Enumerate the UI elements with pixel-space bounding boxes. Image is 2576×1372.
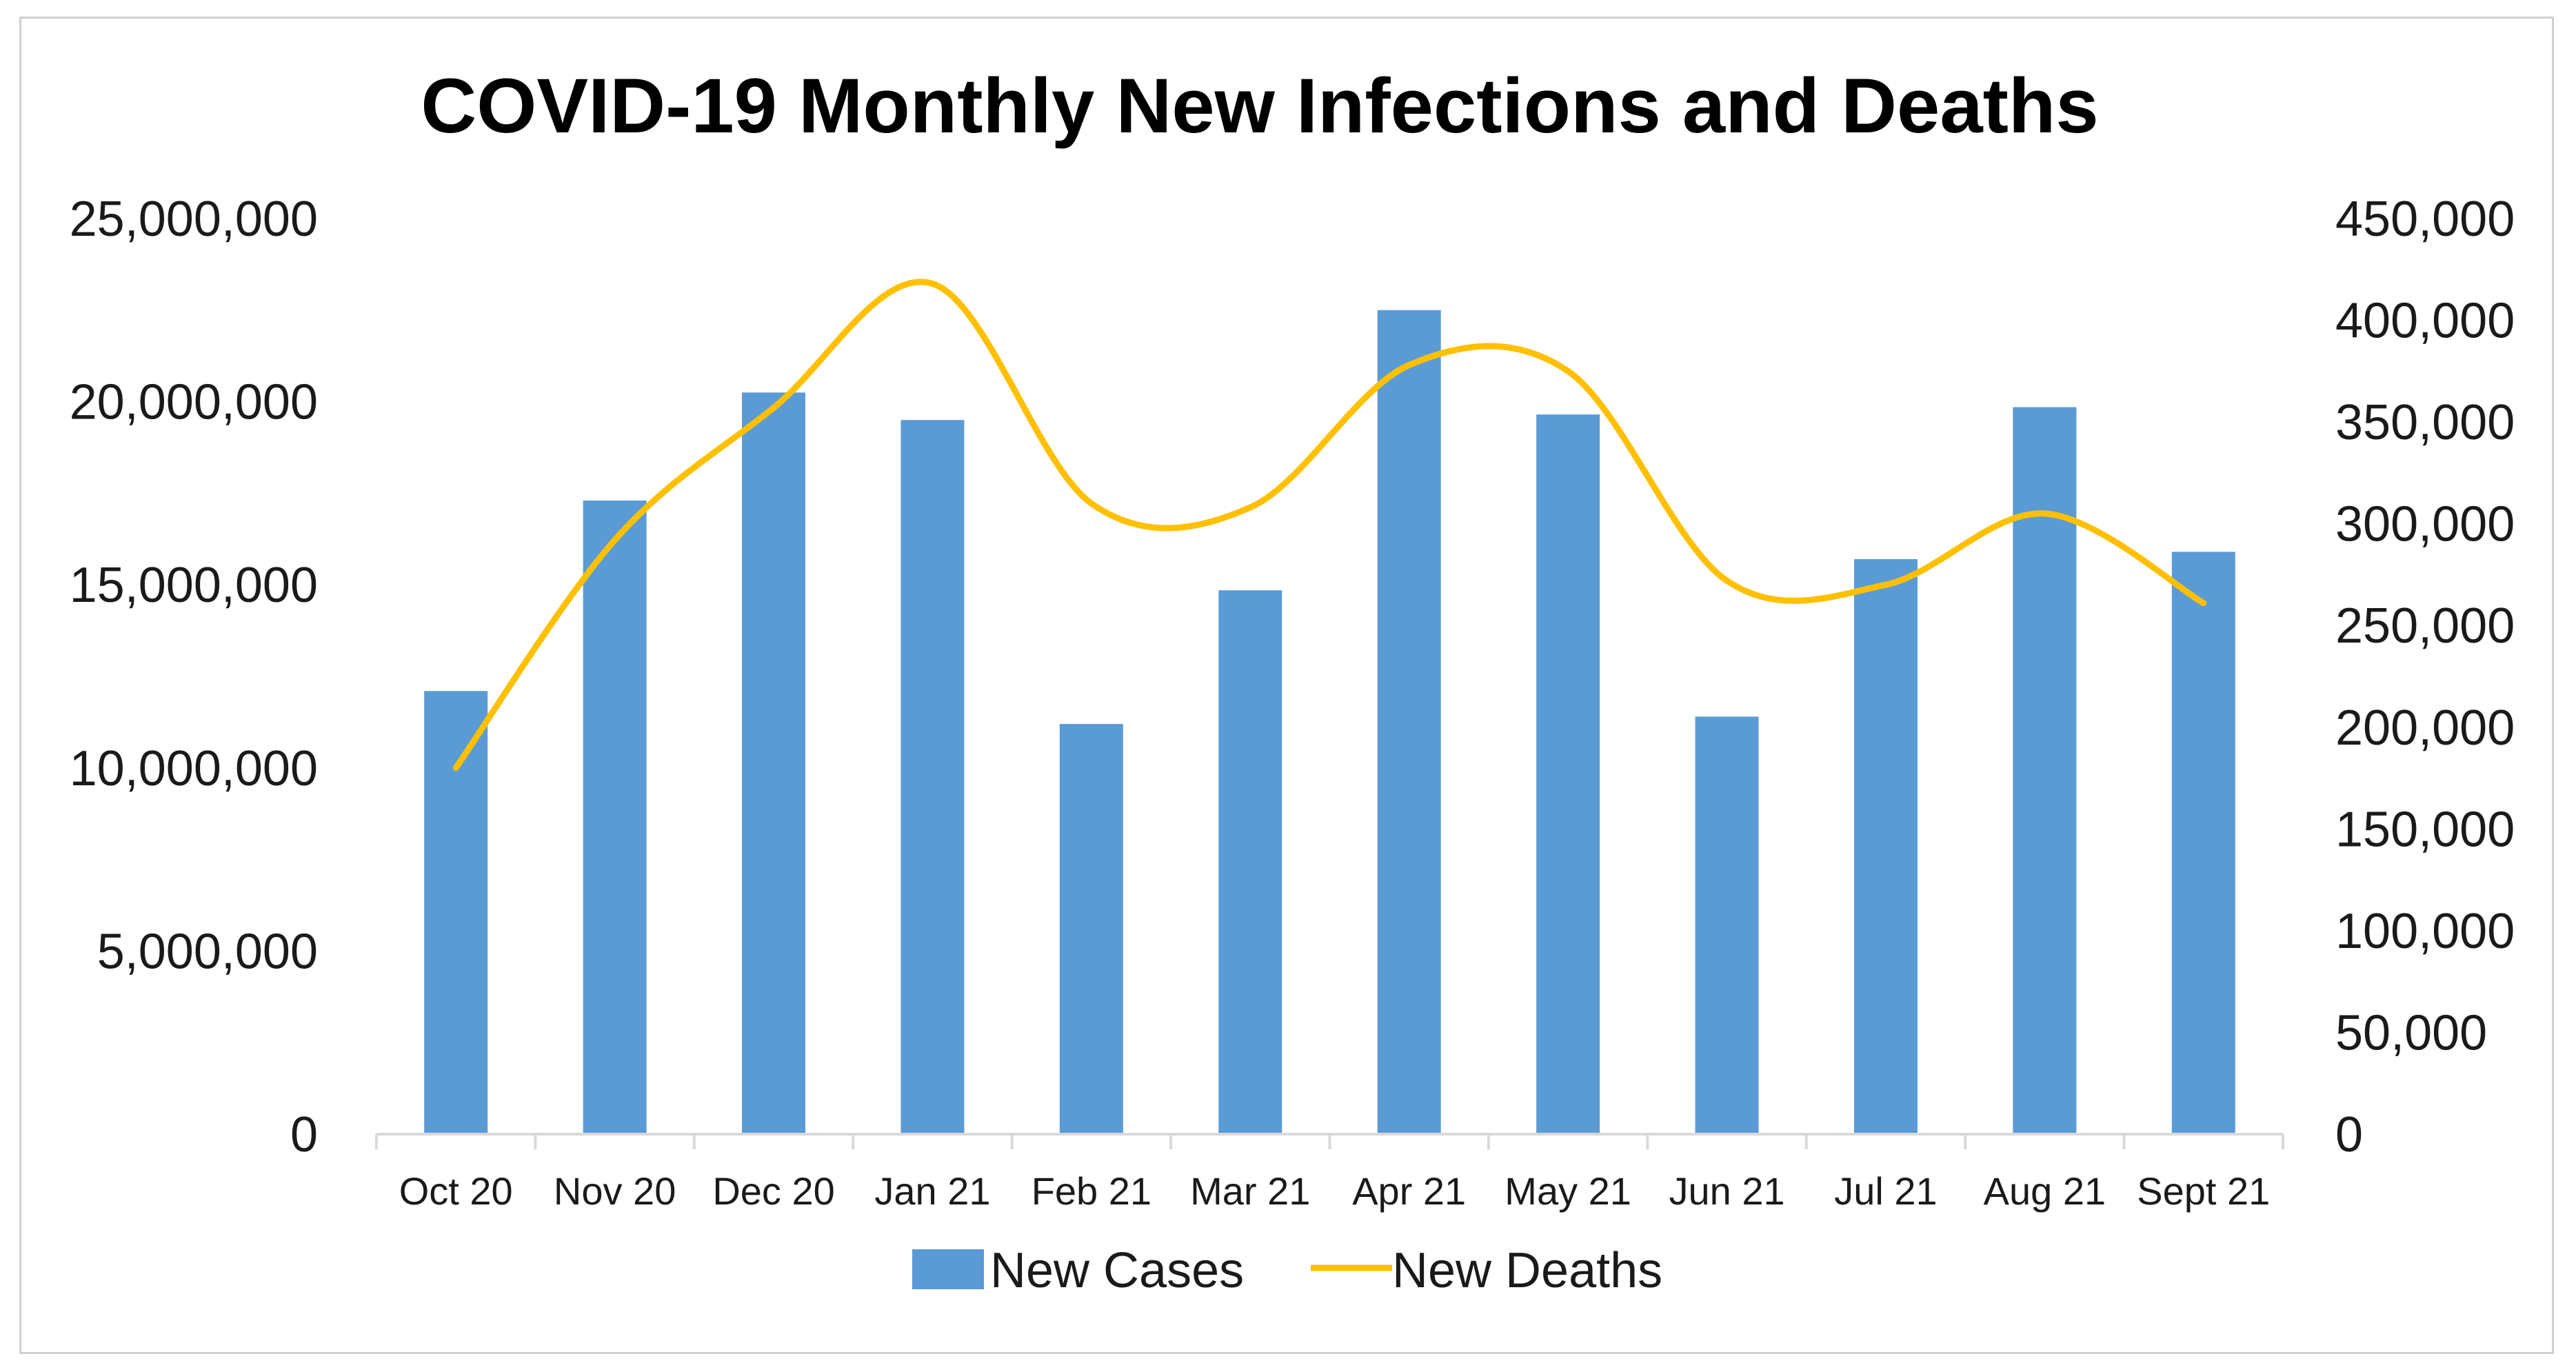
x-axis-category-label: Feb 21: [1032, 1169, 1151, 1213]
left-axis-tick-label: 10,000,000: [70, 741, 318, 796]
right-axis-tick-label: 200,000: [2335, 700, 2515, 756]
x-axis-category-label: Oct 20: [399, 1169, 513, 1213]
new-cases-bar: [742, 392, 806, 1134]
legend: New Cases New Deaths: [912, 1243, 1662, 1298]
x-axis-category-label: May 21: [1505, 1169, 1631, 1213]
chart-frame: COVID-19 Monthly New Infections and Deat…: [19, 17, 2554, 1354]
new-cases-bar: [583, 501, 647, 1134]
new-cases-bar: [2171, 552, 2235, 1134]
right-axis-tick-label: 0: [2335, 1107, 2363, 1162]
left-axis-tick-label: 5,000,000: [97, 924, 318, 979]
x-axis-category-label: Dec 20: [712, 1169, 834, 1213]
left-axis-tick-label: 25,000,000: [70, 192, 318, 247]
x-axis-category-label: Sept 21: [2137, 1169, 2270, 1213]
x-axis-ticks: [375, 1134, 2284, 1149]
legend-new-deaths-label: New Deaths: [1392, 1243, 1662, 1298]
left-axis-tick-label: 15,000,000: [70, 558, 318, 613]
new-cases-bar: [1695, 716, 1759, 1134]
new-cases-bar: [1853, 559, 1918, 1134]
new-cases-bar: [900, 420, 965, 1135]
chart-svg: COVID-19 Monthly New Infections and Deat…: [70, 63, 2515, 1298]
x-axis-category-label: Apr 21: [1352, 1169, 1466, 1213]
new-cases-bar: [424, 691, 488, 1134]
left-axis-tick-label: 0: [290, 1107, 318, 1162]
legend-new-cases-label: New Cases: [990, 1243, 1244, 1298]
x-axis-category-label: Jul 21: [1834, 1169, 1937, 1213]
left-axis-ticks: 0 5,000,000 10,000,000 15,000,000 20,000,000…: [70, 192, 318, 1162]
right-axis-tick-label: 150,000: [2335, 802, 2515, 857]
x-axis-category-label: Jan 21: [874, 1169, 990, 1213]
right-axis-tick-label: 50,000: [2335, 1005, 2487, 1060]
x-axis-labels: Oct 20 Nov 20 Dec 20 Jan 21 Feb 21 Mar 21 Apr …: [399, 1169, 2271, 1213]
right-axis-tick-label: 450,000: [2335, 192, 2515, 247]
x-axis-category-label: Aug 21: [1984, 1169, 2106, 1213]
new-deaths-line: [452, 279, 2207, 771]
new-cases-bar: [2013, 407, 2077, 1134]
legend-new-cases-swatch: [912, 1249, 984, 1289]
right-axis-tick-label: 400,000: [2335, 294, 2515, 349]
right-axis-tick-label: 250,000: [2335, 598, 2515, 654]
x-axis-category-label: Nov 20: [554, 1169, 676, 1213]
right-axis-tick-label: 300,000: [2335, 497, 2515, 552]
new-cases-bar: [1218, 590, 1282, 1134]
x-axis-category-label: Mar 21: [1190, 1169, 1310, 1213]
right-axis-ticks: 0 50,000 100,000 150,000 200,000 250,000 300,0…: [2335, 192, 2515, 1162]
new-cases-bar: [1377, 310, 1441, 1134]
right-axis-tick-label: 350,000: [2335, 395, 2515, 450]
new-cases-bar: [1059, 724, 1123, 1134]
right-axis-tick-label: 100,000: [2335, 904, 2515, 959]
chart-title: COVID-19 Monthly New Infections and Deat…: [421, 63, 2098, 149]
new-cases-bars: [424, 310, 2235, 1135]
left-axis-tick-label: 20,000,000: [70, 375, 318, 430]
x-axis-category-label: Jun 21: [1669, 1169, 1784, 1213]
new-cases-bar: [1536, 414, 1600, 1134]
